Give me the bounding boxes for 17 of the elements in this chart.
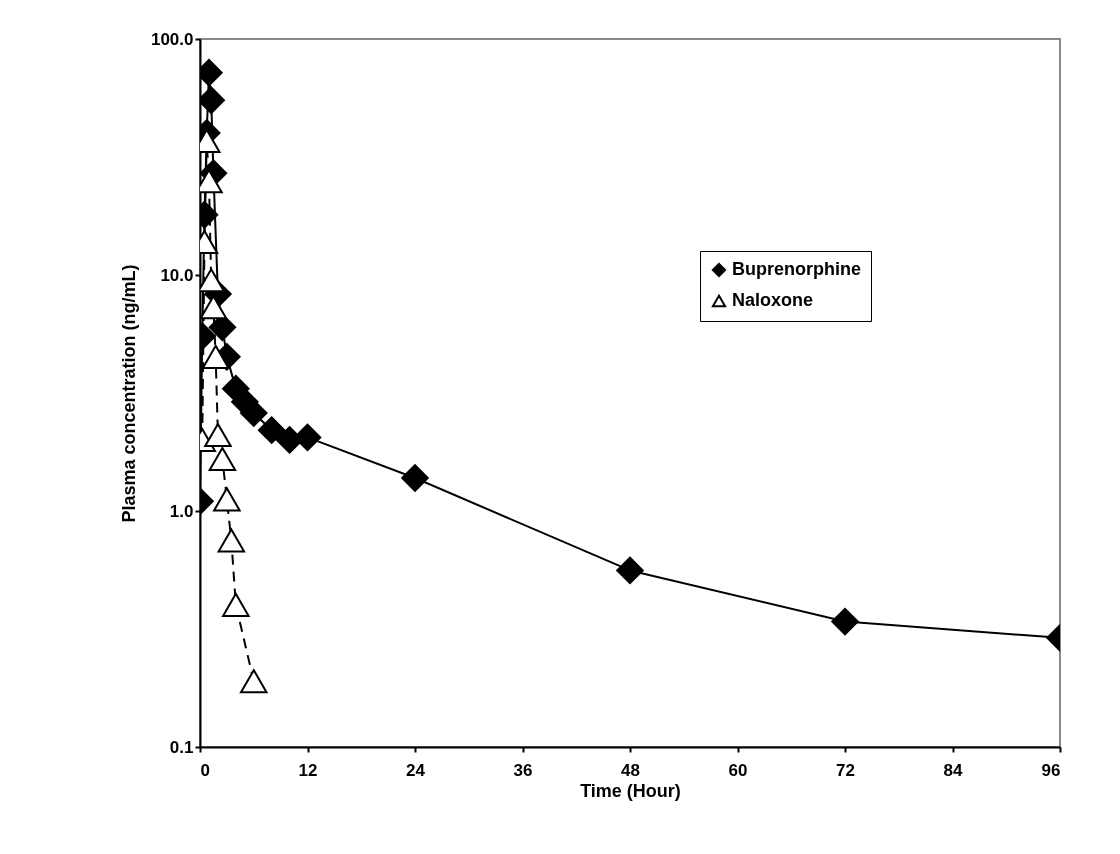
x-tick-label: 72	[836, 760, 855, 780]
y-axis-title: Plasma concentration (ng/mL)	[118, 264, 139, 523]
x-axis-title: Time (Hour)	[580, 780, 681, 801]
y-tick-label: 1.0	[169, 501, 194, 521]
x-tick-label: 60	[728, 760, 748, 780]
legend-label: Naloxone	[732, 290, 814, 310]
x-tick-label: 0	[200, 760, 210, 780]
x-tick-label: 96	[1041, 760, 1061, 780]
y-tick-label: 0.1	[169, 737, 194, 757]
y-tick-label: 100.0	[150, 29, 194, 49]
x-tick-label: 48	[621, 760, 640, 780]
x-tick-label: 84	[943, 760, 963, 780]
legend-label: Buprenorphine	[732, 259, 861, 279]
y-tick-label: 10.0	[160, 265, 194, 285]
x-tick-label: 36	[513, 760, 533, 780]
x-tick-label: 24	[406, 760, 426, 780]
x-tick-label: 12	[298, 760, 318, 780]
